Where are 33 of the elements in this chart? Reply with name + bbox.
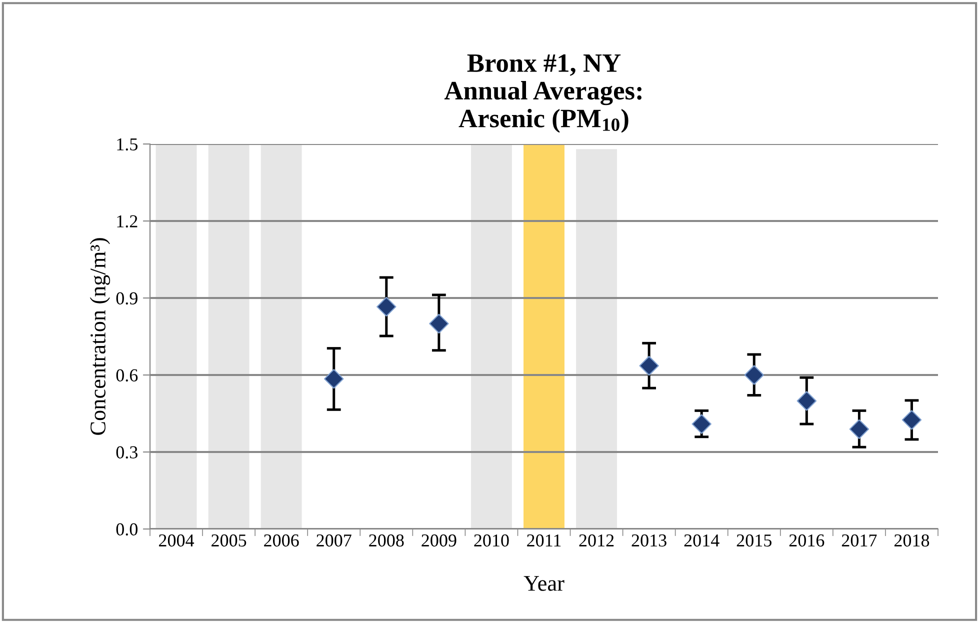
x-tick-label: 2004 (159, 534, 194, 547)
y-tick-label: 0.0 (116, 523, 138, 536)
point (429, 314, 449, 334)
x-tick-label: 2009 (422, 534, 456, 547)
x-tick-label: 2011 (527, 534, 561, 547)
chart-title: Bronx #1, NY Annual Averages: Arsenic (PM$_{10}$) (444, 54, 642, 133)
x-tick-label: 2014 (684, 534, 720, 547)
x-tick-label: 2010 (474, 534, 509, 547)
point (796, 391, 817, 411)
x-tick-label: 2008 (369, 534, 404, 547)
x-tick-label: 2016 (789, 534, 824, 547)
x-tick-label: 2007 (316, 534, 352, 547)
y-tick-label: 0.3 (116, 446, 138, 459)
x-tick-label: 2013 (632, 534, 666, 547)
point (376, 296, 396, 317)
y-tick-label: 0.6 (116, 369, 138, 382)
point (639, 356, 659, 376)
point (849, 419, 870, 440)
x-tick-label: 2006 (264, 534, 299, 547)
x-tick-label: 2018 (894, 534, 930, 547)
y-axis-title: Concentration (ng/m³) (90, 238, 110, 435)
y-tick-label: 0.9 (116, 292, 138, 305)
point (744, 365, 764, 385)
x-tick-label: 2015 (736, 534, 772, 547)
y-tick-label: 1.5 (117, 138, 138, 151)
x-tick-label: 2012 (579, 534, 614, 547)
point (692, 414, 712, 434)
x-tick-label: 2005 (212, 534, 246, 547)
point (324, 368, 344, 389)
x-axis-title: Year (524, 576, 564, 591)
point (902, 410, 922, 430)
x-tick-label: 2017 (842, 534, 877, 547)
y-tick-label: 1.2 (117, 215, 138, 228)
